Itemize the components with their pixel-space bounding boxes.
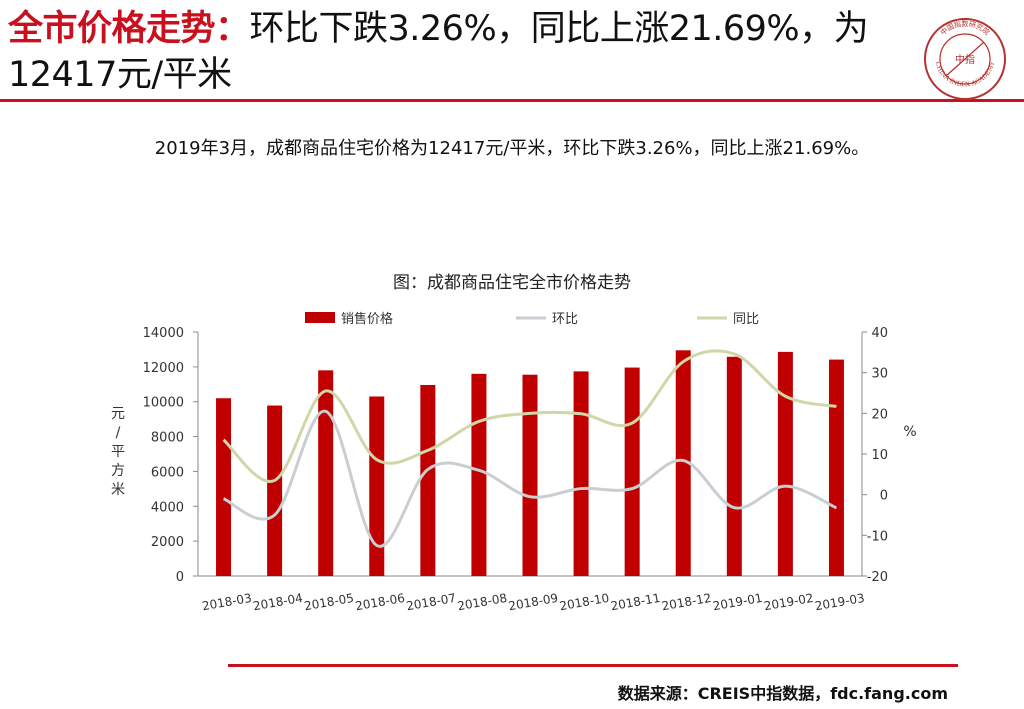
chart-title: 图：成都商品住宅全市价格走势 (393, 273, 631, 293)
bar-2018-07 (420, 384, 436, 576)
y2-tick-label: 20 (871, 407, 888, 422)
y2-tick-label: -20 (867, 570, 888, 585)
bar-2019-02 (777, 351, 793, 576)
x-tick-label: 2018-10 (558, 591, 610, 613)
bar-2018-03 (216, 398, 232, 576)
x-tick-label: 2019-01 (712, 591, 764, 613)
bar-2018-06 (369, 396, 385, 576)
summary-text: 2019年3月，成都商品住宅价格为12417元/平米，环比下跌3.26%，同比上… (154, 138, 870, 159)
bar-2018-05 (318, 370, 334, 576)
y-tick-label: 2000 (151, 535, 184, 550)
x-tick-label: 2018-07 (405, 591, 457, 613)
x-tick-label: 2018-08 (456, 591, 508, 613)
y-tick-label: 6000 (151, 465, 184, 480)
footer-divider (228, 664, 958, 667)
y2-tick-label: 0 (880, 489, 888, 504)
y-axis-label-char: 米 (111, 482, 125, 498)
y-axis-label-char: 平 (111, 444, 125, 460)
bar-2018-11 (624, 367, 640, 576)
bar-2019-01 (726, 356, 742, 576)
x-tick-label: 2018-06 (354, 591, 406, 613)
y-axis-label-char: / (116, 425, 121, 441)
page-title: 全市价格走势：环比下跌3.26%，同比上涨21.69%，为12417元/平米 (8, 6, 888, 98)
seal-inner-text: 中指 (955, 53, 975, 66)
data-source: 数据来源：CREIS中指数据，fdc.fang.com (617, 684, 948, 703)
x-tick-label: 2019-03 (814, 591, 866, 613)
y-tick-label: 0 (176, 570, 184, 585)
line-series-同比 (222, 349, 837, 483)
y-tick-label: 8000 (151, 431, 184, 446)
y2-tick-label: 40 (871, 326, 888, 341)
bar-2018-12 (675, 350, 691, 576)
line-series-环比 (222, 409, 838, 548)
y2-axis-label: % (903, 424, 916, 440)
x-tick-label: 2018-04 (252, 591, 304, 613)
legend-label-销售价格: 销售价格 (341, 311, 393, 327)
x-tick-label: 2018-12 (661, 591, 713, 613)
legend-label-同比: 同比 (733, 312, 759, 327)
x-tick-label: 2018-09 (507, 591, 559, 613)
title-rest: 环比下跌3.26%，同比上涨21.69%，为12417元/平米 (8, 9, 869, 95)
y-axis-label-char: 元 (111, 406, 125, 422)
bar-2018-09 (522, 374, 538, 576)
y2-tick-label: 30 (871, 367, 888, 382)
bar-2018-08 (471, 373, 487, 576)
bar-2018-04 (267, 405, 283, 576)
y-tick-label: 4000 (151, 500, 184, 515)
x-tick-label: 2019-02 (763, 591, 815, 613)
legend-label-环比: 环比 (552, 312, 578, 327)
x-tick-label: 2018-05 (303, 591, 355, 613)
y-axis-label-char: 方 (111, 463, 125, 479)
title-highlight: 全市价格走势： (8, 9, 250, 49)
x-tick-label: 2018-03 (201, 591, 253, 613)
bar-2019-03 (828, 359, 844, 576)
y-tick-label: 12000 (143, 361, 184, 376)
x-tick-label: 2018-11 (610, 591, 662, 613)
title-divider (0, 99, 1024, 102)
y2-tick-label: -10 (867, 529, 888, 544)
y-tick-label: 10000 (143, 396, 184, 411)
bar-2018-10 (573, 371, 589, 576)
legend-swatch-销售价格 (305, 312, 335, 323)
y-tick-label: 14000 (143, 326, 184, 341)
y2-tick-label: 10 (871, 448, 888, 463)
china-index-academy-seal-icon: 中指 CHINA INDEX ACADEMY 中国指数研究院 (924, 18, 1006, 100)
